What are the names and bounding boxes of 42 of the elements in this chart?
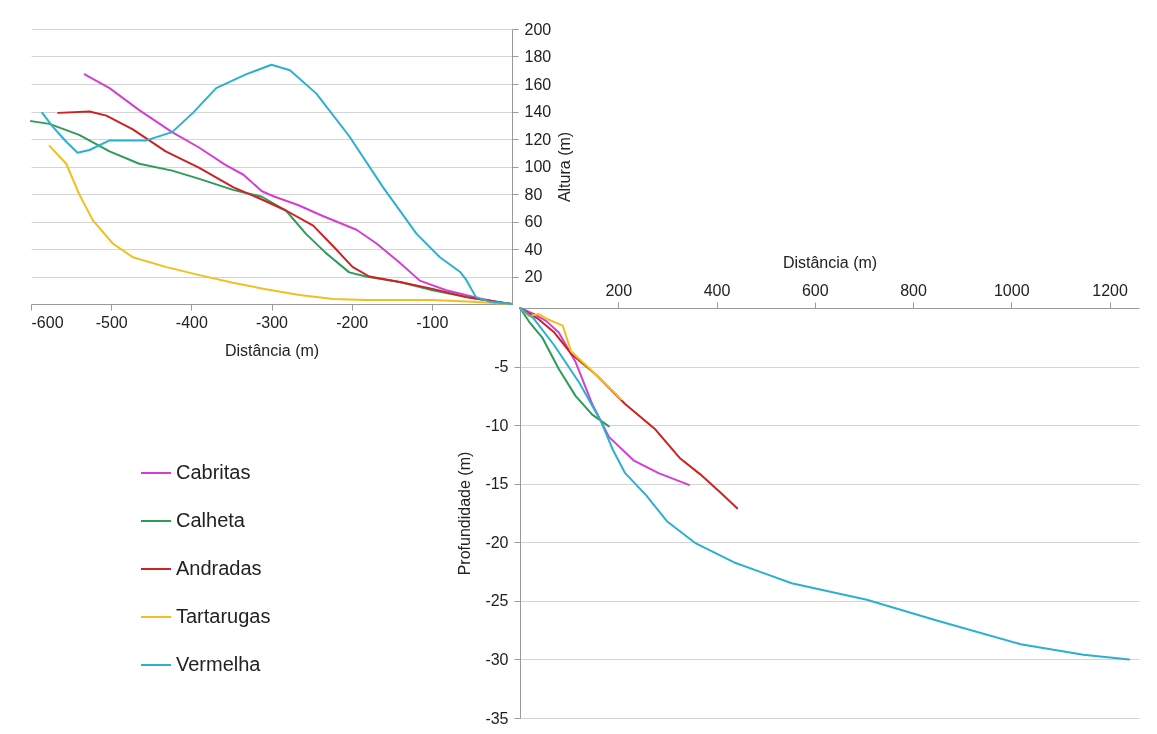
x-tick-label: -500 [95,313,128,331]
y-tick-label: -20 [485,533,509,551]
x-axis-title: Distância (m) [782,253,878,271]
legend-label: Cabritas [176,461,251,483]
x-tick-label: 1000 [993,281,1030,299]
y-tick-label: 120 [524,130,552,148]
line-series [519,307,1131,661]
y-tick-label: -10 [485,416,509,434]
x-tick-label: 800 [900,281,927,299]
y-tick-label: 160 [524,75,552,93]
y-tick-label: 80 [524,185,543,203]
legend-label: Andradas [176,557,262,579]
y-tick-label: -15 [485,475,509,493]
line-series [519,307,623,401]
line-series [519,307,739,510]
x-axis-title: Distância (m) [224,341,320,359]
y-tick-label: 200 [524,20,552,38]
x-tick-label: -400 [175,313,208,331]
legend-label: Calheta [176,509,246,531]
legend-label: Vermelha [176,653,262,675]
x-tick-label: -200 [336,313,369,331]
y-tick-label: -30 [485,650,509,668]
y-axis-title: Altura (m) [556,131,574,203]
x-tick-label: -100 [416,313,449,331]
y-tick-label: -35 [485,709,509,727]
legend-label: Tartarugas [176,605,271,627]
x-tick-label: 1200 [1092,281,1128,299]
y-tick-label: 140 [524,103,552,120]
y-tick-label: -25 [485,592,509,610]
x-tick-label: -600 [31,313,64,331]
x-tick-label: -300 [255,313,289,331]
x-tick-label: 200 [605,281,633,299]
y-tick-label: 20 [524,268,543,285]
y-tick-label: 100 [524,158,552,175]
x-tick-label: 600 [801,281,829,299]
y-tick-label: 60 [524,213,543,230]
y-tick-label: 180 [524,48,552,65]
y-tick-label: 40 [524,240,543,258]
line-series [519,307,610,428]
y-axis-title: Profundidade (m) [456,451,474,576]
y-tick-label: -5 [494,358,509,376]
x-tick-label: 400 [703,281,731,299]
